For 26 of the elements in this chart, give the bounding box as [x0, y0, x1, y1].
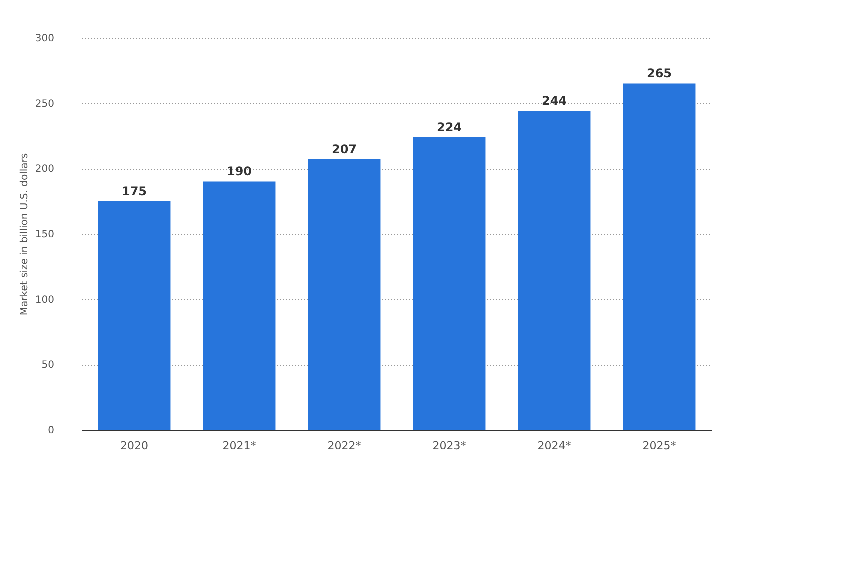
data-label: 207 — [332, 142, 358, 157]
y-tick-label: 250 — [35, 98, 54, 110]
y-tick-label: 200 — [35, 164, 54, 176]
y-tick-label: 0 — [48, 426, 54, 436]
y-tick-label: 100 — [35, 294, 54, 306]
y-tick-label: 300 — [35, 34, 54, 44]
bar — [518, 111, 591, 430]
data-label: 224 — [436, 120, 462, 134]
bar — [308, 160, 381, 430]
x-tick-label: 2022* — [328, 440, 362, 452]
x-tick-label: 2024* — [538, 440, 572, 452]
bar — [98, 201, 171, 430]
data-label: 175 — [122, 184, 148, 198]
y-tick-label: 50 — [42, 360, 54, 372]
x-tick-label: 2020 — [120, 440, 148, 452]
data-label: 244 — [542, 94, 568, 108]
x-tick-label: 2023* — [432, 440, 467, 452]
x-tick-label: 2021* — [222, 440, 257, 452]
x-tick-label: 2025* — [642, 440, 677, 452]
y-tick-label: 150 — [35, 230, 54, 240]
y-axis-title: Market size in billion U.S. dollars — [19, 153, 30, 316]
bar — [203, 182, 276, 430]
bar — [623, 84, 696, 430]
data-label: 265 — [646, 66, 672, 81]
data-label: 190 — [226, 164, 252, 179]
bar — [413, 137, 486, 430]
